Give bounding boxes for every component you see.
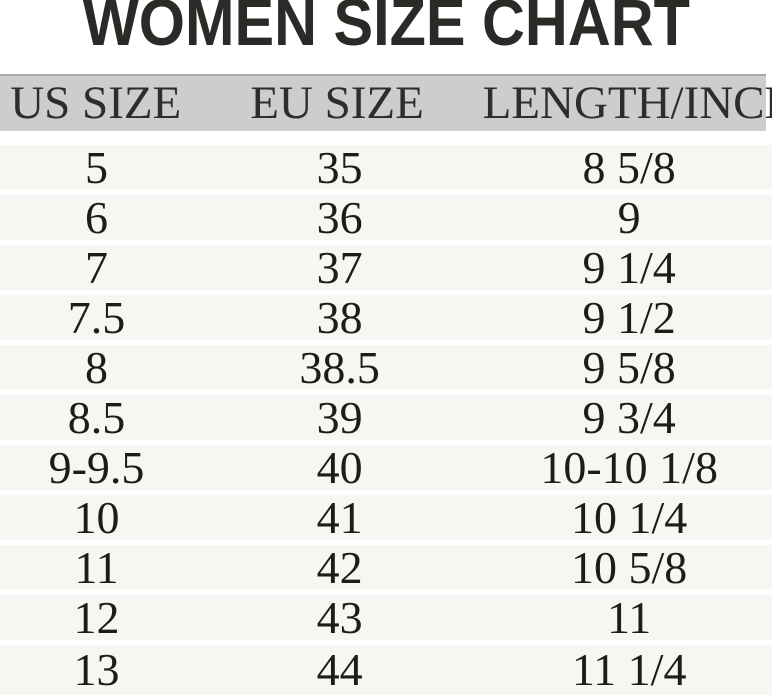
table-row: 10 41 10 1/4 xyxy=(0,491,772,543)
table-cell: 8 xyxy=(85,341,108,393)
page-title: WOMEN SIZE CHART xyxy=(82,0,690,59)
table-cell: 11 1/4 xyxy=(571,644,687,695)
table-row: 6 36 9 xyxy=(0,191,772,243)
table-cell: 39 xyxy=(316,391,363,443)
table-row: 8 38.5 9 5/8 xyxy=(0,341,772,393)
table-cell: 40 xyxy=(316,441,363,493)
page-title-area: WOMEN SIZE CHART xyxy=(0,0,772,74)
table-row: 8.5 39 9 3/4 xyxy=(0,391,772,443)
table-row: 11 42 10 5/8 xyxy=(0,541,772,593)
table-cell: 9 5/8 xyxy=(582,341,676,393)
table-cell: 13 xyxy=(73,644,120,695)
table-cell: 10 xyxy=(73,491,120,543)
table-cell: 11 xyxy=(74,541,119,593)
table-row: 12 43 11 xyxy=(0,591,772,643)
table-cell: 37 xyxy=(316,241,363,293)
table-header-row: US SIZE EU SIZE LENGTH/INCH xyxy=(0,74,772,131)
table-cell: 8 5/8 xyxy=(582,141,676,193)
table-cell: 10-10 1/8 xyxy=(540,441,718,493)
table-cell: 36 xyxy=(316,191,363,243)
table-cell: 11 xyxy=(607,591,652,643)
table-cell: 9 xyxy=(617,191,641,243)
table-cell: 41 xyxy=(316,491,363,543)
table-cell: 9-9.5 xyxy=(48,441,145,493)
table-cell: 43 xyxy=(316,591,363,643)
table-cell: 12 xyxy=(73,591,120,643)
table-row: 13 44 11 1/4 xyxy=(0,645,772,695)
table-cell: 42 xyxy=(316,541,363,593)
table-cell: 44 xyxy=(316,644,363,695)
table-cell: 5 xyxy=(85,141,108,193)
table-cell: 9 3/4 xyxy=(582,391,676,443)
column-header-length-inch: LENGTH/INCH xyxy=(482,77,772,129)
table-cell: 38.5 xyxy=(299,341,380,393)
table-cell: 10 5/8 xyxy=(571,541,688,593)
table-cell: 9 1/2 xyxy=(582,291,676,343)
table-cell: 6 xyxy=(85,191,108,243)
table-row: 9-9.5 40 10-10 1/8 xyxy=(0,441,772,493)
table-cell: 8.5 xyxy=(67,391,126,443)
column-header-us-size: US SIZE xyxy=(10,77,182,129)
table-cell: 38 xyxy=(316,291,363,343)
table-cell: 7 xyxy=(85,241,108,293)
table-cell: 35 xyxy=(316,141,363,193)
table-row: 7.5 38 9 1/2 xyxy=(0,291,772,343)
table-row: 7 37 9 1/4 xyxy=(0,241,772,293)
table-row: 5 35 8 5/8 xyxy=(0,141,772,193)
table-cell: 7.5 xyxy=(67,291,126,343)
column-header-eu-size: EU SIZE xyxy=(250,77,424,129)
size-table: US SIZE EU SIZE LENGTH/INCH 5 35 8 5/8 6 36 9… xyxy=(0,74,772,695)
table-cell: 9 1/4 xyxy=(582,241,676,293)
table-cell: 10 1/4 xyxy=(571,491,688,543)
table-body: 5 35 8 5/8 6 36 9 7 37 9 1/4 7.5 38 9 1/2 8 38.5 9 5/8… xyxy=(0,131,772,695)
